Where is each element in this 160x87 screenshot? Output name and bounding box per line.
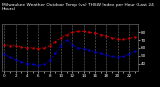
Text: Milwaukee Weather Outdoor Temp (vs) THSW Index per Hour (Last 24 Hours): Milwaukee Weather Outdoor Temp (vs) THSW… <box>2 3 153 11</box>
